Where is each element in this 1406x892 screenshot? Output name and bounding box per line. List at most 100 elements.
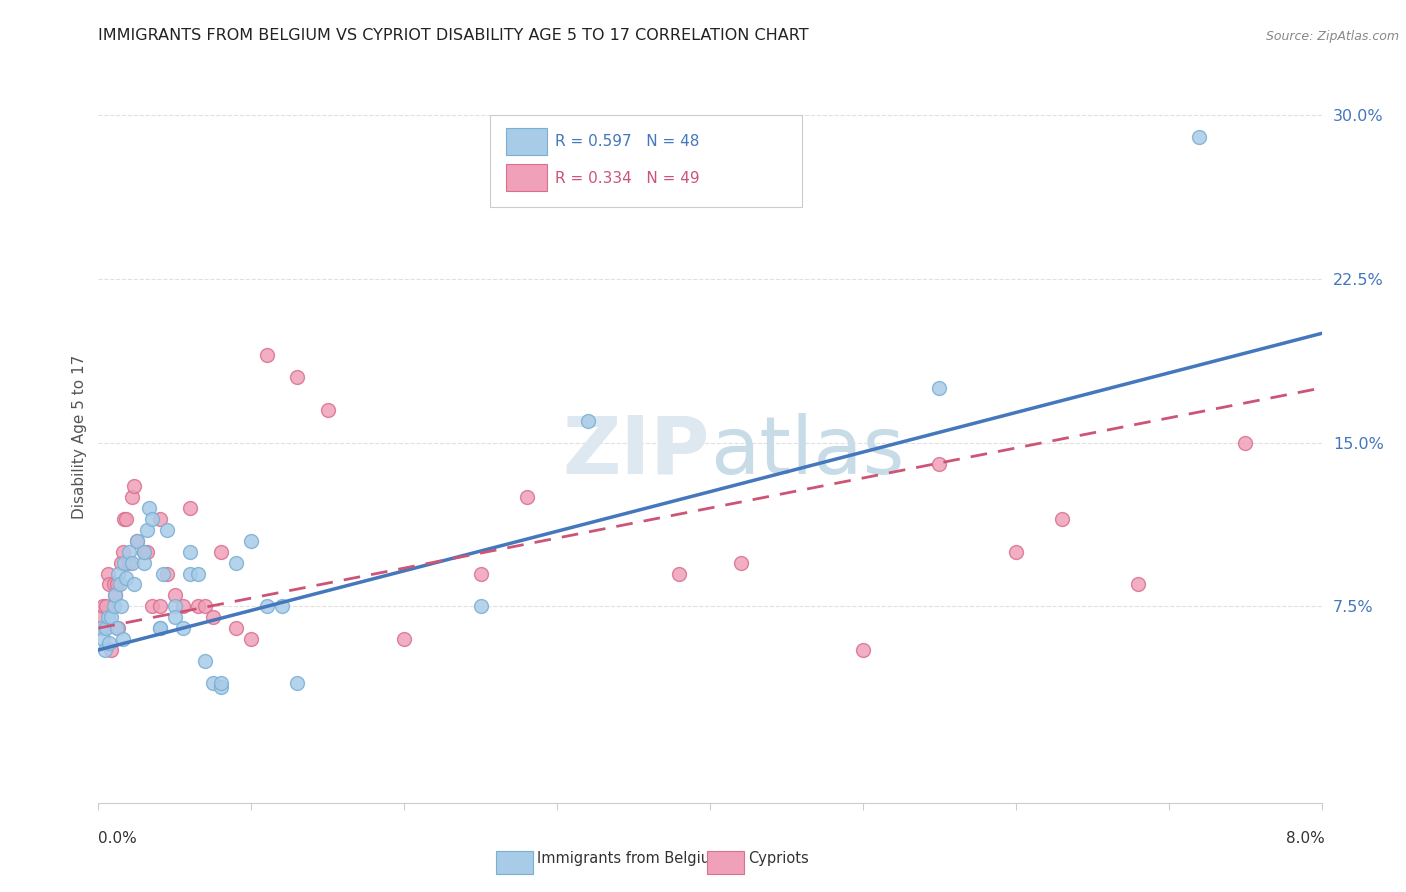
Point [111,545,134,559]
Point [108,577,131,591]
Point [98,577,121,591]
Point [100,643,122,657]
Point [194,654,217,668]
Point [576,414,599,428]
Point [110,599,132,614]
FancyBboxPatch shape [506,128,547,154]
Point [172,621,194,635]
Point [94,599,117,614]
Point [111,632,134,646]
Point [104,588,127,602]
Point [122,577,145,591]
Point [1004,545,1026,559]
Point [202,675,225,690]
Point [316,402,339,417]
Point [852,643,875,657]
Point [163,610,186,624]
Point [134,545,156,559]
Point [1128,577,1150,591]
Point [103,599,125,614]
Point [187,599,209,614]
Point [256,599,278,614]
Point [103,577,125,591]
Point [149,599,172,614]
Point [156,523,179,537]
Point [668,566,690,581]
Point [470,599,492,614]
Point [118,545,141,559]
Text: atlas: atlas [710,413,904,491]
Point [225,621,247,635]
Point [118,556,141,570]
Point [256,348,278,362]
Point [98,636,121,650]
Text: ZIP: ZIP [562,413,710,491]
Y-axis label: Disability Age 5 to 17: Disability Age 5 to 17 [72,355,87,519]
Point [110,556,132,570]
Point [1188,129,1211,144]
Point [121,556,143,570]
Point [163,599,186,614]
Point [149,512,172,526]
Text: R = 0.597   N = 48: R = 0.597 N = 48 [555,134,699,149]
Point [90,610,112,624]
Point [516,490,538,504]
Point [225,556,247,570]
Point [270,599,294,614]
Point [928,381,950,395]
Text: R = 0.334   N = 49: R = 0.334 N = 49 [555,170,699,186]
Point [194,599,217,614]
Point [105,577,128,591]
Point [179,545,201,559]
Text: Cypriots: Cypriots [748,852,808,866]
Point [152,566,174,581]
Point [93,643,115,657]
Point [141,599,163,614]
Point [209,545,232,559]
Point [149,621,172,635]
Point [134,545,156,559]
Point [115,571,138,585]
Point [104,588,127,602]
Point [97,566,120,581]
Point [179,566,201,581]
Point [209,675,232,690]
Text: 8.0%: 8.0% [1285,831,1324,846]
Point [134,556,156,570]
Point [91,632,114,646]
Point [285,370,308,384]
Point [121,490,143,504]
Point [138,501,160,516]
Point [240,632,263,646]
Point [136,545,159,559]
Point [122,479,145,493]
Point [730,556,752,570]
Point [202,610,225,624]
Point [100,610,122,624]
Point [89,621,111,635]
Point [285,675,308,690]
Point [156,566,179,581]
Point [392,632,416,646]
Point [94,621,117,635]
Point [209,680,232,694]
Point [163,588,186,602]
Point [112,556,135,570]
Point [125,533,148,548]
Point [172,599,194,614]
Point [107,566,129,581]
Point [136,523,159,537]
Point [1050,512,1073,526]
Point [179,501,201,516]
Point [240,533,263,548]
Point [1234,435,1257,450]
Point [125,533,148,548]
Point [141,512,163,526]
Point [149,621,172,635]
Text: Source: ZipAtlas.com: Source: ZipAtlas.com [1265,30,1399,43]
Point [90,621,112,635]
Point [187,566,209,581]
Point [107,621,129,635]
Point [91,599,114,614]
Point [112,512,135,526]
